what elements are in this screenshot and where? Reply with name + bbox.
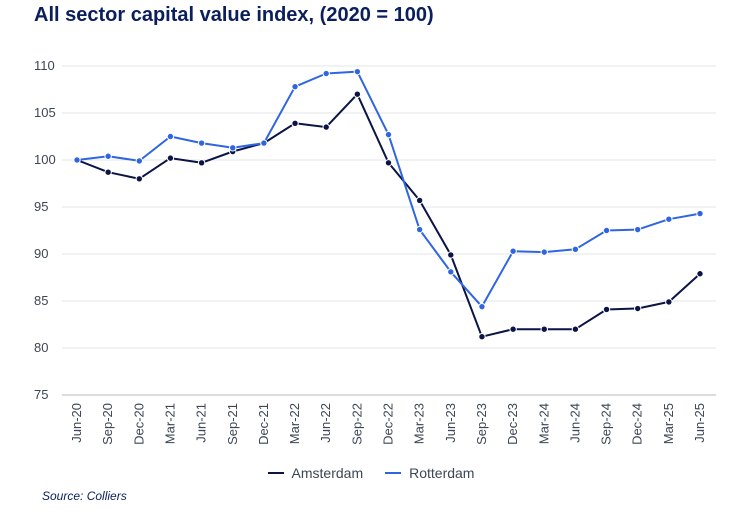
legend-swatch-amsterdam xyxy=(267,472,284,474)
x-tick-label: Mar-23 xyxy=(412,403,427,444)
x-tick-label: Mar-25 xyxy=(661,403,676,444)
y-tick-label: 75 xyxy=(34,387,48,402)
data-point-amsterdam[interactable] xyxy=(104,168,112,176)
data-point-rotterdam[interactable] xyxy=(166,132,175,141)
x-tick-label: Mar-21 xyxy=(162,403,177,444)
data-point-rotterdam[interactable] xyxy=(353,67,362,76)
data-point-amsterdam[interactable] xyxy=(665,298,673,306)
data-point-amsterdam[interactable] xyxy=(322,123,330,131)
data-point-rotterdam[interactable] xyxy=(104,152,112,160)
data-point-rotterdam[interactable] xyxy=(260,139,268,147)
legend-swatch-rotterdam xyxy=(385,472,402,474)
series-amsterdam xyxy=(73,90,704,341)
data-point-rotterdam[interactable] xyxy=(384,130,393,139)
line-chart: 75 80 85 90 95 100 105 110 Jun-20 Sep-20 Dec-20 Ma… xyxy=(34,58,716,445)
x-tick-label: Sep-20 xyxy=(100,403,115,445)
y-tick-label: 95 xyxy=(34,199,48,214)
data-point-rotterdam[interactable] xyxy=(571,245,580,254)
data-point-rotterdam[interactable] xyxy=(73,156,81,164)
data-point-amsterdam[interactable] xyxy=(166,154,175,162)
x-tick-label: Sep-21 xyxy=(225,403,240,445)
data-point-rotterdam[interactable] xyxy=(540,248,548,256)
x-tick-label: Dec-24 xyxy=(630,403,645,445)
data-point-amsterdam[interactable] xyxy=(478,333,486,341)
chart-title: All sector capital value index, (2020 = … xyxy=(34,4,434,26)
x-tick-label: Dec-22 xyxy=(381,403,396,445)
source-note: Source: Colliers xyxy=(42,489,127,503)
data-point-rotterdam[interactable] xyxy=(665,215,673,223)
legend-item-amsterdam[interactable]: Amsterdam xyxy=(267,465,364,481)
data-point-amsterdam[interactable] xyxy=(509,325,517,333)
gridlines xyxy=(62,65,716,396)
x-tick-label: Jun-22 xyxy=(318,403,333,443)
x-tick-label: Jun-25 xyxy=(692,403,707,443)
data-point-amsterdam[interactable] xyxy=(540,325,548,333)
data-point-rotterdam[interactable] xyxy=(322,69,330,78)
x-tick-label: Jun-21 xyxy=(194,403,209,443)
data-point-amsterdam[interactable] xyxy=(447,251,455,259)
data-point-rotterdam[interactable] xyxy=(509,247,517,255)
y-tick-label: 100 xyxy=(34,152,56,167)
data-point-rotterdam[interactable] xyxy=(135,157,144,165)
y-tick-label: 110 xyxy=(34,58,55,73)
data-point-rotterdam[interactable] xyxy=(696,209,704,218)
x-tick-label: Mar-24 xyxy=(536,403,551,444)
data-point-rotterdam[interactable] xyxy=(291,82,299,91)
data-point-amsterdam[interactable] xyxy=(353,90,362,98)
data-point-rotterdam[interactable] xyxy=(478,302,486,311)
data-point-amsterdam[interactable] xyxy=(384,159,393,167)
data-point-amsterdam[interactable] xyxy=(696,270,704,278)
data-point-rotterdam[interactable] xyxy=(602,226,611,235)
x-tick-label: Jun-20 xyxy=(69,403,84,443)
data-point-rotterdam[interactable] xyxy=(447,268,455,276)
data-point-rotterdam[interactable] xyxy=(415,225,424,234)
x-tick-label: Mar-22 xyxy=(287,403,302,444)
series-line-rotterdam xyxy=(76,70,701,308)
data-point-amsterdam[interactable] xyxy=(291,119,299,128)
x-tick-label: Jun-24 xyxy=(567,403,582,443)
y-axis-ticks: 75 80 85 90 95 100 105 110 xyxy=(34,58,56,402)
data-point-amsterdam[interactable] xyxy=(197,159,206,167)
data-point-amsterdam[interactable] xyxy=(415,196,424,205)
y-tick-label: 90 xyxy=(34,246,48,261)
y-tick-label: 105 xyxy=(34,105,56,120)
x-tick-label: Sep-22 xyxy=(349,403,364,445)
x-tick-label: Dec-21 xyxy=(256,403,271,445)
legend: Amsterdam Rotterdam xyxy=(0,465,742,481)
data-point-amsterdam[interactable] xyxy=(571,325,580,333)
series-rotterdam xyxy=(73,67,704,311)
data-point-amsterdam[interactable] xyxy=(602,305,611,314)
x-tick-label: Jun-23 xyxy=(443,403,458,443)
data-point-amsterdam[interactable] xyxy=(634,304,642,313)
x-tick-label: Sep-24 xyxy=(599,403,614,445)
x-tick-label: Dec-23 xyxy=(505,403,520,445)
x-tick-label: Sep-23 xyxy=(474,403,489,445)
legend-label-rotterdam: Rotterdam xyxy=(409,465,475,481)
x-tick-label: Dec-20 xyxy=(131,403,146,445)
data-point-rotterdam[interactable] xyxy=(634,225,642,234)
series-line-amsterdam xyxy=(76,93,701,338)
x-axis-ticks: Jun-20 Sep-20 Dec-20 Mar-21 Jun-21 Sep-21 Dec-… xyxy=(69,403,707,445)
y-tick-label: 80 xyxy=(34,340,48,355)
y-tick-label: 85 xyxy=(34,293,48,308)
data-point-rotterdam[interactable] xyxy=(197,139,206,147)
legend-item-rotterdam[interactable]: Rotterdam xyxy=(385,465,474,481)
data-point-amsterdam[interactable] xyxy=(135,175,144,183)
legend-label-amsterdam: Amsterdam xyxy=(291,465,364,481)
series-lines xyxy=(73,67,704,341)
data-point-rotterdam[interactable] xyxy=(229,144,237,152)
